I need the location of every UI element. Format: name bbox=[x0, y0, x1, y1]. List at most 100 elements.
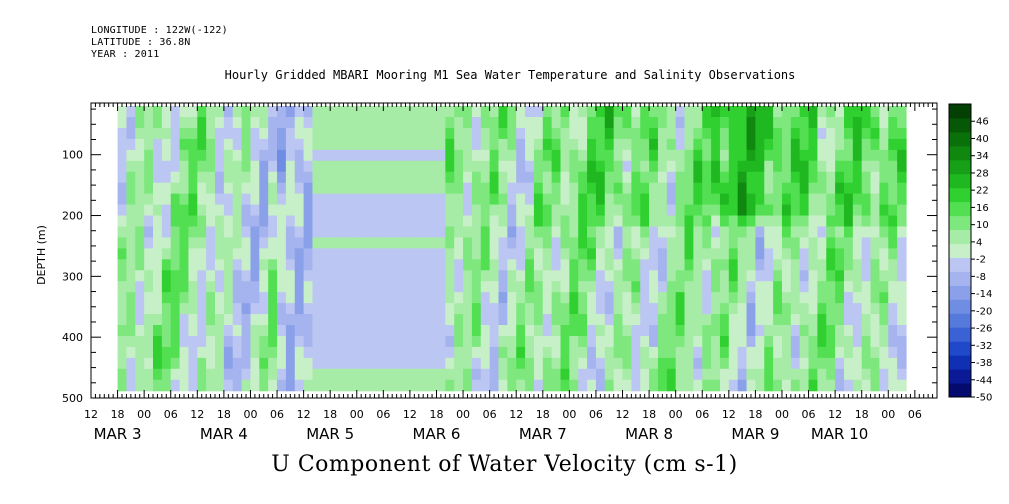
heatmap-cell bbox=[817, 160, 827, 173]
heatmap-cell bbox=[312, 314, 322, 326]
heatmap-cell bbox=[826, 281, 836, 293]
colorbar-swatch bbox=[949, 187, 971, 203]
heatmap-cell bbox=[356, 325, 367, 337]
heatmap-cell bbox=[808, 215, 819, 228]
heatmap-cell bbox=[693, 270, 703, 282]
heatmap-cell bbox=[241, 346, 252, 359]
heatmap-cell bbox=[418, 368, 429, 381]
heatmap-cell bbox=[454, 368, 464, 381]
x-tick-label: 12 bbox=[509, 408, 523, 421]
heatmap-cell bbox=[870, 226, 881, 239]
heatmap-cell bbox=[879, 237, 889, 249]
heatmap-cell bbox=[294, 368, 305, 381]
heatmap-cell bbox=[312, 325, 322, 337]
heatmap-cell bbox=[764, 270, 774, 282]
heatmap-cell bbox=[587, 281, 597, 293]
heatmap-cell bbox=[631, 149, 641, 162]
heatmap-cell bbox=[587, 127, 597, 140]
heatmap-cell bbox=[294, 335, 305, 348]
heatmap-cell bbox=[277, 237, 287, 249]
heatmap-cell bbox=[569, 127, 579, 140]
heatmap-cell bbox=[666, 259, 677, 271]
heatmap-cell bbox=[215, 193, 225, 206]
heatmap-cell bbox=[250, 335, 260, 348]
heatmap-cell bbox=[498, 335, 508, 348]
heatmap-cell bbox=[852, 138, 863, 151]
heatmap-cell bbox=[525, 182, 535, 195]
heatmap-cell bbox=[897, 325, 907, 337]
heatmap-cell bbox=[631, 368, 641, 381]
heatmap-cell bbox=[507, 357, 517, 370]
heatmap-cell bbox=[719, 379, 730, 392]
heatmap-cell bbox=[215, 138, 225, 151]
y-tick-label: 500 bbox=[62, 392, 83, 405]
heatmap-cell bbox=[578, 368, 588, 381]
heatmap-cell bbox=[197, 259, 207, 271]
heatmap-cell bbox=[542, 379, 553, 392]
colorbar-label: -44 bbox=[976, 375, 992, 386]
heatmap-cell bbox=[817, 292, 827, 304]
colorbar-swatch bbox=[949, 131, 971, 147]
heatmap-cell bbox=[675, 127, 686, 140]
heatmap-cell bbox=[418, 270, 429, 282]
heatmap-cell bbox=[312, 215, 322, 228]
heatmap-cell bbox=[790, 237, 801, 249]
heatmap-cell bbox=[799, 127, 810, 140]
heatmap-cell bbox=[897, 171, 907, 184]
heatmap-cell bbox=[489, 127, 500, 140]
heatmap-cell bbox=[781, 215, 792, 228]
heatmap-cell bbox=[170, 303, 181, 315]
heatmap-cell bbox=[339, 325, 349, 337]
heatmap-cell bbox=[719, 335, 730, 348]
heatmap-cell bbox=[826, 171, 836, 184]
heatmap-cell bbox=[161, 248, 172, 260]
heatmap-cell bbox=[631, 193, 641, 206]
colorbar-swatch bbox=[949, 285, 971, 300]
heatmap-cell bbox=[436, 138, 446, 151]
heatmap-cell bbox=[188, 116, 198, 129]
heatmap-cell bbox=[445, 237, 455, 249]
heatmap-cell bbox=[790, 193, 801, 206]
heatmap-cell bbox=[454, 259, 464, 271]
heatmap-cell bbox=[569, 160, 579, 173]
heatmap-cell bbox=[888, 292, 898, 304]
heatmap-cell bbox=[135, 138, 145, 151]
heatmap-cell bbox=[649, 149, 659, 162]
heatmap-cell bbox=[418, 237, 429, 249]
heatmap-cell bbox=[259, 248, 269, 260]
heatmap-cell bbox=[374, 292, 384, 304]
x-tick-label: 00 bbox=[775, 408, 789, 421]
heatmap-cell bbox=[640, 335, 650, 348]
heatmap-cell bbox=[702, 149, 712, 162]
heatmap-cell bbox=[657, 138, 668, 151]
heatmap-cell bbox=[215, 368, 225, 381]
heatmap-cell bbox=[613, 237, 624, 249]
heatmap-cell bbox=[277, 193, 287, 206]
heatmap-cell bbox=[764, 346, 774, 359]
heatmap-cell bbox=[826, 138, 836, 151]
heatmap-cell bbox=[347, 138, 358, 151]
heatmap-cell bbox=[303, 314, 314, 326]
heatmap-cell bbox=[693, 237, 703, 249]
heatmap-cell bbox=[312, 281, 322, 293]
heatmap-cell bbox=[179, 335, 190, 348]
colorbar-swatch bbox=[949, 243, 971, 258]
heatmap-cell bbox=[728, 292, 739, 304]
heatmap-cell bbox=[126, 270, 136, 282]
heatmap-cell bbox=[622, 127, 632, 140]
heatmap-cell bbox=[445, 149, 455, 162]
heatmap-cell bbox=[259, 138, 269, 151]
heatmap-cell bbox=[436, 335, 446, 348]
heatmap-cell bbox=[277, 106, 287, 118]
heatmap-cell bbox=[117, 270, 128, 282]
heatmap-cell bbox=[170, 149, 181, 162]
heatmap-cell bbox=[657, 160, 668, 173]
heatmap-cell bbox=[135, 325, 145, 337]
heatmap-cell bbox=[259, 160, 269, 173]
heatmap-cell bbox=[728, 138, 739, 151]
heatmap-cell bbox=[188, 204, 198, 217]
heatmap-cell bbox=[374, 335, 384, 348]
heatmap-cell bbox=[622, 193, 632, 206]
heatmap-cell bbox=[888, 368, 898, 381]
heatmap-cell bbox=[170, 270, 181, 282]
